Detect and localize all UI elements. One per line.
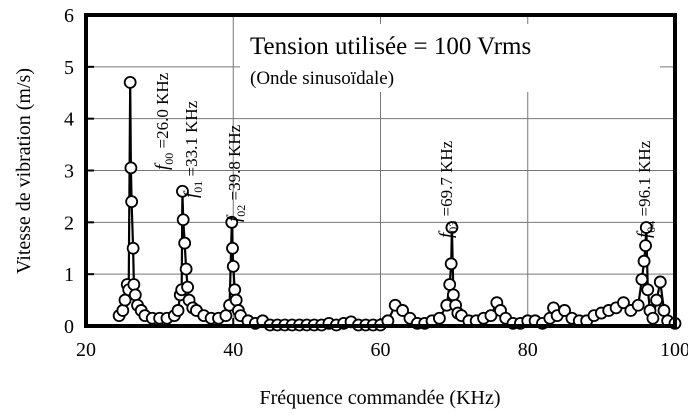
data-point [444, 257, 458, 271]
peak-symbol: f [436, 230, 457, 238]
peak-subscript: 03 [446, 221, 460, 233]
data-point [181, 280, 195, 294]
data-point [639, 239, 652, 253]
data-point [127, 278, 141, 291]
peak-label: f03 =69.7 KHz [436, 140, 460, 238]
x-tick-label: 100 [660, 339, 688, 361]
data-point [635, 272, 649, 286]
data-point [225, 215, 239, 229]
peak-subscript: 01 [191, 181, 205, 193]
x-tick-label: 40 [223, 339, 243, 361]
peak-symbol: f [224, 214, 245, 222]
y-axis-label: Vitesse de vibration (m/s) [13, 68, 35, 274]
y-tick-label: 4 [64, 109, 74, 131]
peak-label: f02 =39.8 KHz [224, 124, 248, 222]
data-point [657, 304, 671, 317]
x-tick-label: 80 [518, 339, 538, 361]
x-tick-label: 60 [371, 339, 391, 361]
peak-symbol: f [181, 190, 202, 198]
data-point [128, 288, 142, 302]
peak-text: =69.7 KHz [437, 140, 456, 220]
y-tick-label: 1 [64, 264, 74, 286]
data-point [176, 213, 190, 227]
data-point [118, 293, 132, 307]
peak-symbol: f [634, 230, 655, 238]
data-point [219, 309, 233, 323]
data-point [443, 278, 457, 291]
data-point [176, 184, 189, 198]
data-point [617, 296, 630, 310]
data-point [639, 221, 653, 234]
y-tick-label: 3 [64, 161, 74, 183]
peak-label: f01 =33.1 KHz [181, 100, 205, 198]
peak-symbol: f [152, 162, 173, 170]
data-point [124, 161, 138, 175]
data-point [631, 298, 645, 312]
data-point [125, 195, 139, 209]
peak-text: =39.8 KHz [225, 124, 244, 204]
data-point [226, 259, 240, 273]
y-tick-label: 5 [64, 57, 74, 79]
peak-text: =33.1 KHz [182, 100, 201, 180]
data-point [226, 241, 239, 255]
peak-subscript: 02 [234, 205, 248, 217]
annotation-bg [240, 24, 660, 92]
peak-text: =26.0 KHz [153, 72, 172, 152]
plot-frame [84, 13, 677, 328]
x-axis-label: Fréquence commandée (KHz) [260, 387, 501, 409]
y-tick-label: 2 [64, 212, 74, 234]
annotation: (Onde sinusoïdale) [250, 68, 394, 89]
peak-subscript: 04 [644, 221, 658, 233]
data-point [179, 262, 193, 276]
data-point [653, 275, 667, 289]
x-tick-label: 20 [76, 339, 96, 361]
data-point [171, 304, 185, 317]
annotation: Tension utilisée = 100 Vrms [250, 33, 531, 60]
data-point [641, 283, 655, 297]
peak-subscript: 00 [162, 153, 176, 165]
data-point [637, 254, 651, 268]
y-tick-label: 6 [64, 5, 74, 27]
data-point [446, 288, 460, 302]
data-point [229, 293, 243, 307]
data-point [126, 241, 140, 255]
data-point [646, 311, 660, 325]
peak-label: f00 =26.0 KHz [152, 72, 176, 170]
data-point [558, 304, 571, 317]
peak-label: f04 =96.1 KHz [634, 140, 658, 238]
data-point [432, 311, 446, 325]
data-point [228, 283, 242, 297]
y-tick-label: 0 [64, 316, 74, 338]
data-point [178, 236, 192, 250]
data-point [116, 304, 130, 317]
peak-text: =96.1 KHz [635, 140, 654, 220]
data-point [484, 309, 498, 323]
data-point [650, 293, 663, 307]
data-point [396, 304, 409, 317]
data-point [445, 221, 459, 234]
data-point [123, 75, 137, 89]
